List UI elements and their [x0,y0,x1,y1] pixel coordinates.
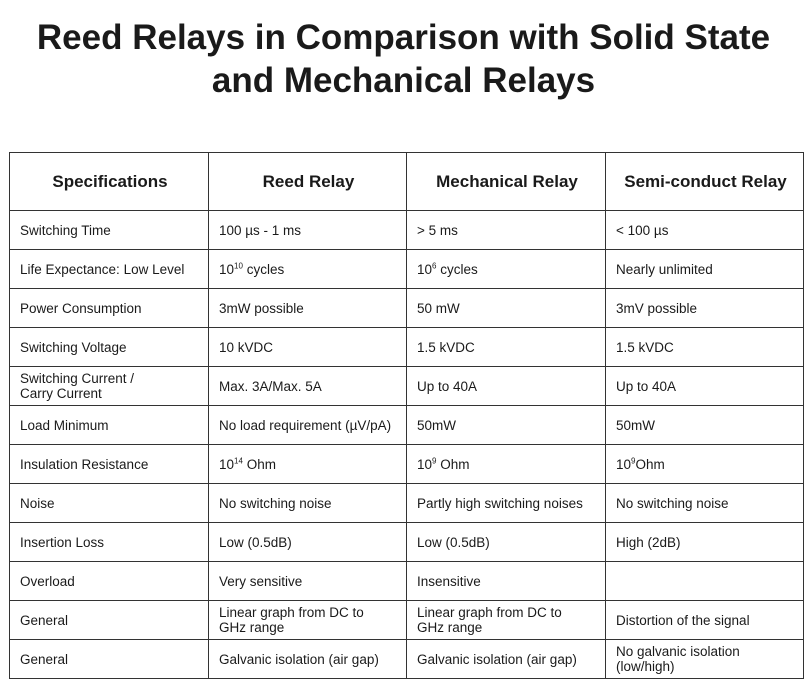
spec-cell: Switching Current / Carry Current [9,366,209,406]
table-row: Insertion Loss Low (0.5dB) Low (0.5dB) H… [9,522,804,562]
cell-line-2: GHz range [219,620,285,635]
mechanical-cell: 1.5 kVDC [406,327,606,367]
table-row: Switching Time 100 µs - 1 ms > 5 ms < 10… [9,210,804,250]
exp-base: 10 [417,261,433,277]
exp-base: 10 [616,456,632,472]
semi-cell: 1.5 kVDC [605,327,804,367]
exp-power: 9 [432,456,437,465]
reed-cell: 3mW possible [208,288,407,328]
semi-cell: No galvanic isolation (low/high) [605,639,804,679]
spec-cell: Power Consumption [9,288,209,328]
title-line-1: Reed Relays in Comparison with Solid Sta… [36,18,771,57]
semi-cell: High (2dB) [605,522,804,562]
reed-cell: 1014 Ohm [208,444,407,484]
mechanical-cell: Partly high switching noises [406,483,606,523]
semi-cell: Nearly unlimited [605,249,804,289]
exp-base: 10 [219,261,235,277]
table-row: Load Minimum No load requirement (µV/pA)… [9,405,804,445]
table-row: Life Expectance: Low Level 1010 cycles 1… [9,249,804,289]
mechanical-cell: 109 Ohm [406,444,606,484]
mechanical-cell: > 5 ms [406,210,606,250]
exp-unit: Ohm [242,456,276,472]
spec-line-1: Switching Current / [20,371,135,386]
cell-line-2: GHz range [417,620,483,635]
semi-cell: No switching noise [605,483,804,523]
mechanical-cell: Galvanic isolation (air gap) [406,639,606,679]
mechanical-cell: 50 mW [406,288,606,328]
semi-cell: 50mW [605,405,804,445]
semi-cell [605,561,804,601]
semi-cell: 109Ohm [605,444,804,484]
mechanical-cell: Up to 40A [406,366,606,406]
cell-line-1: Linear graph from DC to [219,605,364,620]
exp-power: 14 [234,456,243,465]
spec-line-2: Carry Current [20,386,102,401]
spec-cell: Switching Time [9,210,209,250]
reed-cell: Galvanic isolation (air gap) [208,639,407,679]
semi-cell: Up to 40A [605,366,804,406]
mechanical-cell: Low (0.5dB) [406,522,606,562]
exp-unit: Ohm [436,456,470,472]
spec-cell: General [9,639,209,679]
table-row: General Linear graph from DC to GHz range… [9,600,804,640]
reed-cell: Max. 3A/Max. 5A [208,366,407,406]
semi-cell: < 100 µs [605,210,804,250]
cell-line-2: (low/high) [616,659,675,674]
exp-power: 6 [432,261,437,270]
table-row: General Galvanic isolation (air gap) Gal… [9,639,804,679]
semi-cell: 3mV possible [605,288,804,328]
table-row: Switching Current / Carry Current Max. 3A… [9,366,804,406]
reed-cell: 10 kVDC [208,327,407,367]
reed-cell: 1010 cycles [208,249,407,289]
cell-line-1: Linear graph from DC to [417,605,562,620]
title-line-2: and Mechanical Relays [211,61,596,100]
header-mechanical-relay: Mechanical Relay [406,152,606,211]
reed-cell: Low (0.5dB) [208,522,407,562]
reed-cell: Very sensitive [208,561,407,601]
spec-cell: Life Expectance: Low Level [9,249,209,289]
header-semi-conduct-relay: Semi-conduct Relay [605,152,804,211]
spec-cell: Insertion Loss [9,522,209,562]
table-row: Power Consumption 3mW possible 50 mW 3mV… [9,288,804,328]
exp-base: 10 [417,456,433,472]
exp-power: 10 [234,261,243,270]
table-row: Insulation Resistance 1014 Ohm 109 Ohm 1… [9,444,804,484]
table-row: Switching Voltage 10 kVDC 1.5 kVDC 1.5 k… [9,327,804,367]
exp-unit: cycles [436,261,478,277]
reed-cell: No load requirement (µV/pA) [208,405,407,445]
exp-base: 10 [219,456,235,472]
comparison-table: Specifications Reed Relay Mechanical Rel… [9,152,804,679]
reed-cell: Linear graph from DC to GHz range [208,600,407,640]
mechanical-cell: 106 cycles [406,249,606,289]
mechanical-cell: Insensitive [406,561,606,601]
exp-power: 9 [631,456,636,465]
table-row: Overload Very sensitive Insensitive [9,561,804,601]
spec-cell: Noise [9,483,209,523]
spec-cell: Overload [9,561,209,601]
table-row: Noise No switching noise Partly high swi… [9,483,804,523]
spec-cell: Switching Voltage [9,327,209,367]
exp-unit: Ohm [635,456,665,472]
mechanical-cell: Linear graph from DC to GHz range [406,600,606,640]
header-reed-relay: Reed Relay [208,152,407,211]
spec-cell: General [9,600,209,640]
reed-cell: 100 µs - 1 ms [208,210,407,250]
page-title: Reed Relays in Comparison with Solid Sta… [0,16,807,102]
mechanical-cell: 50mW [406,405,606,445]
exp-unit: cycles [242,261,285,277]
table-header-row: Specifications Reed Relay Mechanical Rel… [9,152,804,211]
header-specifications: Specifications [9,152,209,211]
spec-cell: Load Minimum [9,405,209,445]
spec-cell: Insulation Resistance [9,444,209,484]
cell-line-1: No galvanic isolation [616,644,740,659]
reed-cell: No switching noise [208,483,407,523]
semi-cell: Distortion of the signal [605,600,804,640]
